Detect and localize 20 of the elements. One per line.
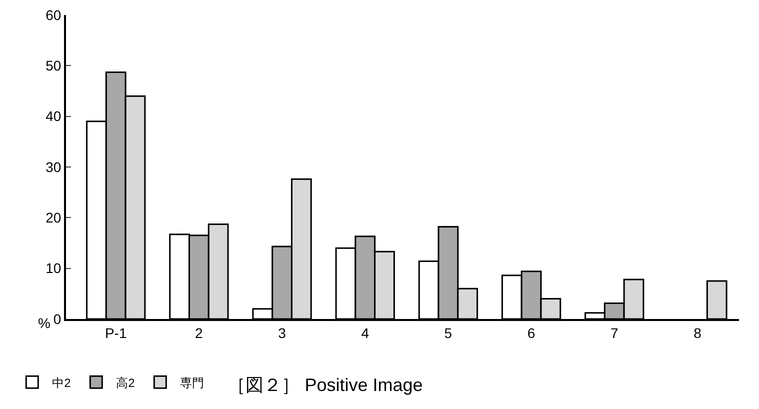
x-tick-label: 8 <box>694 324 702 341</box>
y-tick-label: 40 <box>46 108 62 124</box>
x-tick-label: 3 <box>278 324 286 341</box>
y-tick-label: 20 <box>46 210 62 226</box>
y-tick-label: 50 <box>46 58 62 74</box>
y-tick-label: 10 <box>46 260 62 276</box>
x-tick-label: 5 <box>444 324 452 341</box>
y-tick-label: 30 <box>46 158 62 175</box>
y-tick-label: 0 <box>53 310 62 327</box>
x-tick-label: 6 <box>527 324 536 341</box>
x-tick-label: P-1 <box>104 324 127 341</box>
y-axis-title: % <box>38 315 50 331</box>
legend-label: 専門 <box>180 376 204 390</box>
x-tick-label: 7 <box>610 324 618 341</box>
text: ［図２］ Positive Image <box>228 374 423 395</box>
legend-label: 中2 <box>52 376 72 390</box>
y-tick-label: 60 <box>46 6 62 23</box>
legend-label: 高2 <box>116 376 136 390</box>
x-tick-label: 4 <box>361 324 370 341</box>
x-tick-label: 2 <box>195 324 204 341</box>
